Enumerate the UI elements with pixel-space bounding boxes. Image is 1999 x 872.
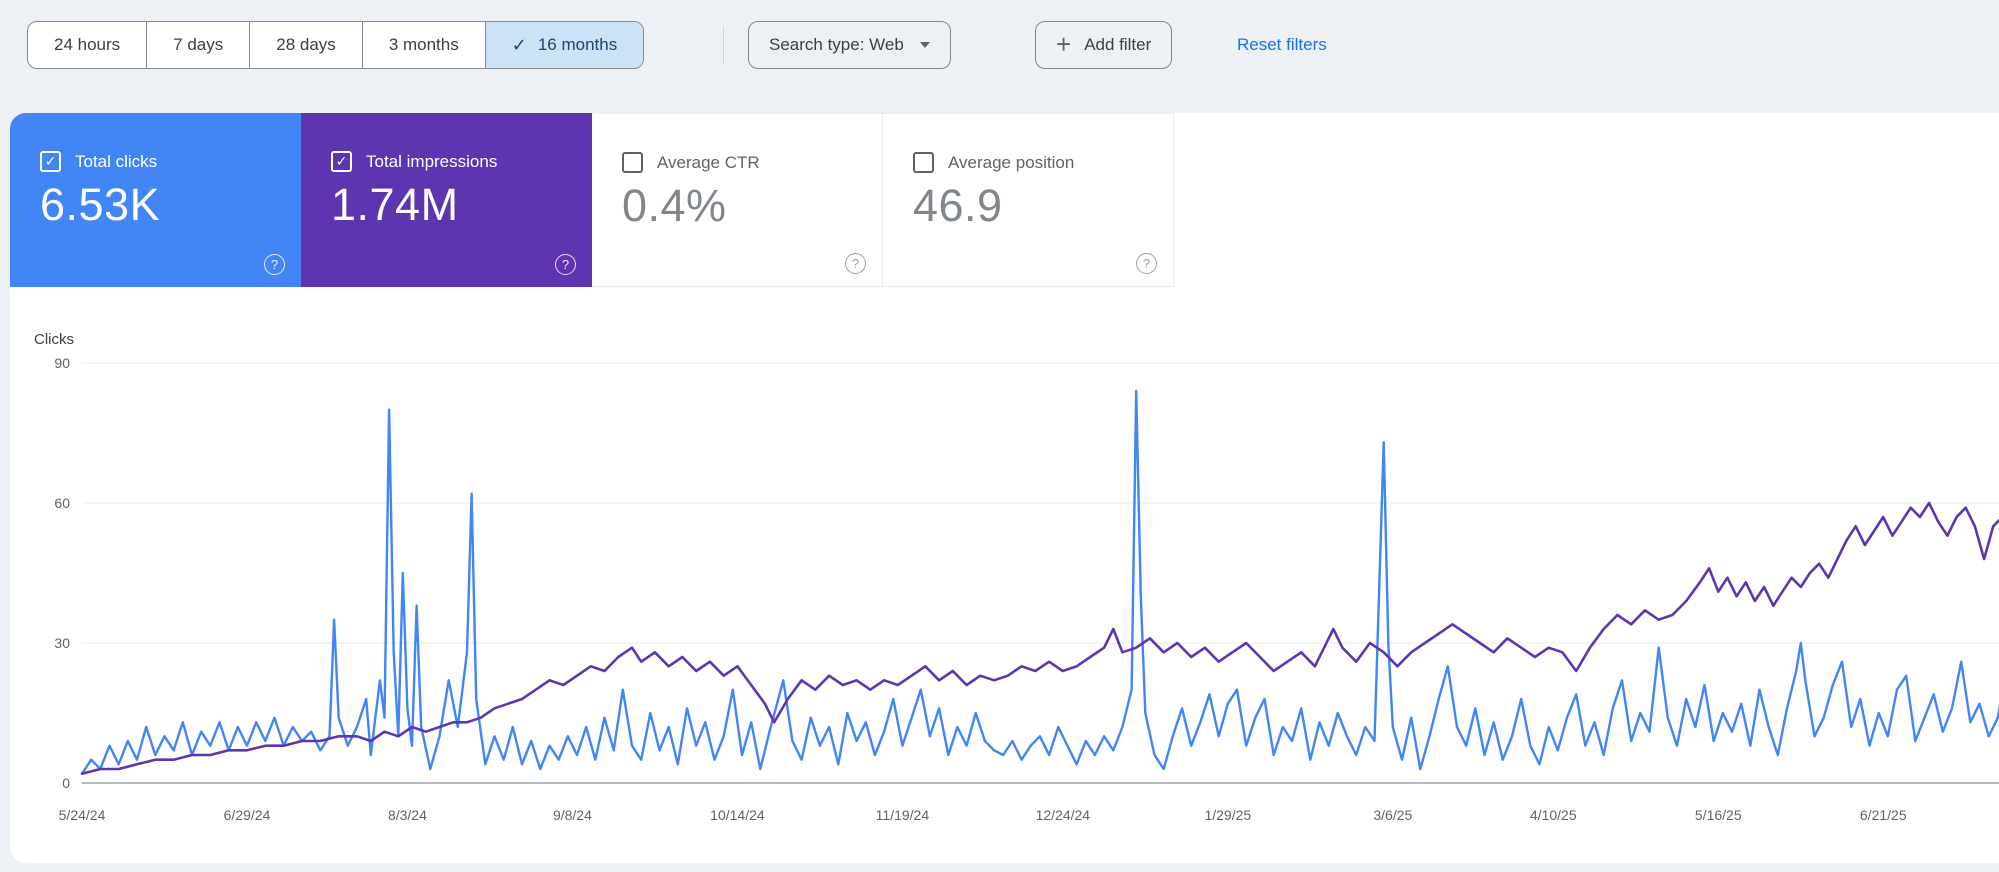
add-filter-label: Add filter bbox=[1084, 35, 1152, 54]
date-range-chip-3-months[interactable]: 3 months bbox=[363, 22, 486, 68]
metric-card-label: Total impressions bbox=[366, 151, 498, 171]
add-filter-button[interactable]: + Add filter bbox=[1035, 21, 1173, 69]
performance-panel: ✓ Total clicks 6.53K? ✓ Total impressions 1.7… bbox=[10, 113, 1999, 863]
x-tick-label: 5/24/24 bbox=[59, 807, 106, 823]
metric-card-total-clicks[interactable]: ✓ Total clicks 6.53K? bbox=[10, 113, 301, 287]
help-icon[interactable]: ? bbox=[1136, 253, 1157, 274]
search-type-dropdown[interactable]: Search type: Web bbox=[748, 21, 951, 69]
metric-card-value: 46.9 bbox=[913, 180, 1003, 231]
metric-card-label: Average CTR bbox=[657, 152, 760, 172]
date-range-chip-7-days[interactable]: 7 days bbox=[147, 22, 251, 68]
y-tick-label: 30 bbox=[54, 635, 70, 651]
checkbox-checked-icon[interactable]: ✓ bbox=[40, 151, 61, 172]
metric-card-label: Total clicks bbox=[75, 151, 158, 171]
metric-card-header: Average CTR bbox=[622, 152, 760, 173]
metric-card-value: 1.74M bbox=[331, 179, 459, 230]
metric-card-average-ctr[interactable]: Average CTR 0.4%? bbox=[592, 113, 883, 287]
metric-cards-row: ✓ Total clicks 6.53K? ✓ Total impressions 1.7… bbox=[10, 113, 1174, 287]
date-range-chip-16-months[interactable]: ✓ 16 months bbox=[485, 22, 644, 68]
help-icon[interactable]: ? bbox=[845, 253, 866, 274]
metric-card-header: ✓ Total impressions bbox=[331, 151, 497, 172]
x-tick-label: 11/19/24 bbox=[876, 807, 930, 823]
x-tick-label: 6/21/25 bbox=[1860, 807, 1907, 823]
search-type-label: Search type: Web bbox=[769, 35, 904, 54]
performance-chart: Clicks 0 30 60 90 5/24/24 6/29/24 8/3/24 9/8/24 1… bbox=[10, 328, 1999, 858]
metric-card-header: ✓ Total clicks bbox=[40, 151, 157, 172]
date-range-chip-label: 3 months bbox=[388, 35, 459, 54]
date-range-selector: 24 hours 7 days 28 days 3 months ✓ 16 months bbox=[27, 21, 645, 69]
date-range-chip-label: 24 hours bbox=[54, 35, 121, 54]
x-tick-label: 5/16/25 bbox=[1695, 807, 1742, 823]
x-tick-label: 12/24/24 bbox=[1036, 807, 1091, 823]
metric-card-total-impressions[interactable]: ✓ Total impressions 1.74M? bbox=[301, 113, 592, 287]
checkbox-checked-icon[interactable]: ✓ bbox=[331, 151, 352, 172]
metric-card-average-position[interactable]: Average position 46.9? bbox=[883, 113, 1174, 287]
toolbar-divider bbox=[723, 26, 724, 64]
checkbox-unchecked-icon[interactable] bbox=[622, 152, 643, 173]
metric-card-value: 6.53K bbox=[40, 179, 161, 230]
filter-toolbar: 24 hours 7 days 28 days 3 months ✓ 16 months … bbox=[0, 0, 1999, 113]
series-line-total-impressions-scaled- bbox=[80, 501, 1999, 776]
help-icon[interactable]: ? bbox=[555, 254, 576, 275]
x-tick-label: 4/10/25 bbox=[1530, 807, 1577, 823]
chart-canvas: Clicks 0 30 60 90 5/24/24 6/29/24 8/3/24 9/8/24 1… bbox=[34, 331, 1999, 823]
x-tick-label: 9/8/24 bbox=[553, 807, 592, 823]
check-icon: ✓ bbox=[511, 35, 527, 55]
x-tick-label: 6/29/24 bbox=[224, 807, 271, 823]
date-range-chip-label: 7 days bbox=[173, 35, 224, 54]
metric-card-value: 0.4% bbox=[622, 180, 727, 231]
series-line-total-clicks bbox=[80, 389, 1999, 775]
date-range-chip-label: 16 months bbox=[537, 35, 618, 54]
help-icon[interactable]: ? bbox=[264, 254, 285, 275]
reset-filters-link[interactable]: Reset filters bbox=[1237, 35, 1327, 54]
x-tick-label: 8/3/24 bbox=[388, 807, 427, 823]
metric-card-label: Average position bbox=[948, 152, 1075, 172]
checkbox-unchecked-icon[interactable] bbox=[913, 152, 934, 173]
x-tick-label: 3/6/25 bbox=[1373, 807, 1412, 823]
chevron-down-icon bbox=[919, 42, 930, 48]
x-tick-label: 10/14/24 bbox=[710, 807, 765, 823]
y-axis-title: Clicks bbox=[34, 331, 74, 348]
y-tick-label: 90 bbox=[54, 355, 70, 371]
y-tick-label: 0 bbox=[62, 775, 70, 791]
metric-card-header: Average position bbox=[913, 152, 1074, 173]
x-tick-label: 1/29/25 bbox=[1204, 807, 1251, 823]
date-range-chip-label: 28 days bbox=[276, 35, 336, 54]
date-range-chip-24-hours[interactable]: 24 hours bbox=[28, 22, 148, 68]
y-tick-label: 60 bbox=[54, 495, 70, 511]
date-range-chip-28-days[interactable]: 28 days bbox=[250, 22, 363, 68]
